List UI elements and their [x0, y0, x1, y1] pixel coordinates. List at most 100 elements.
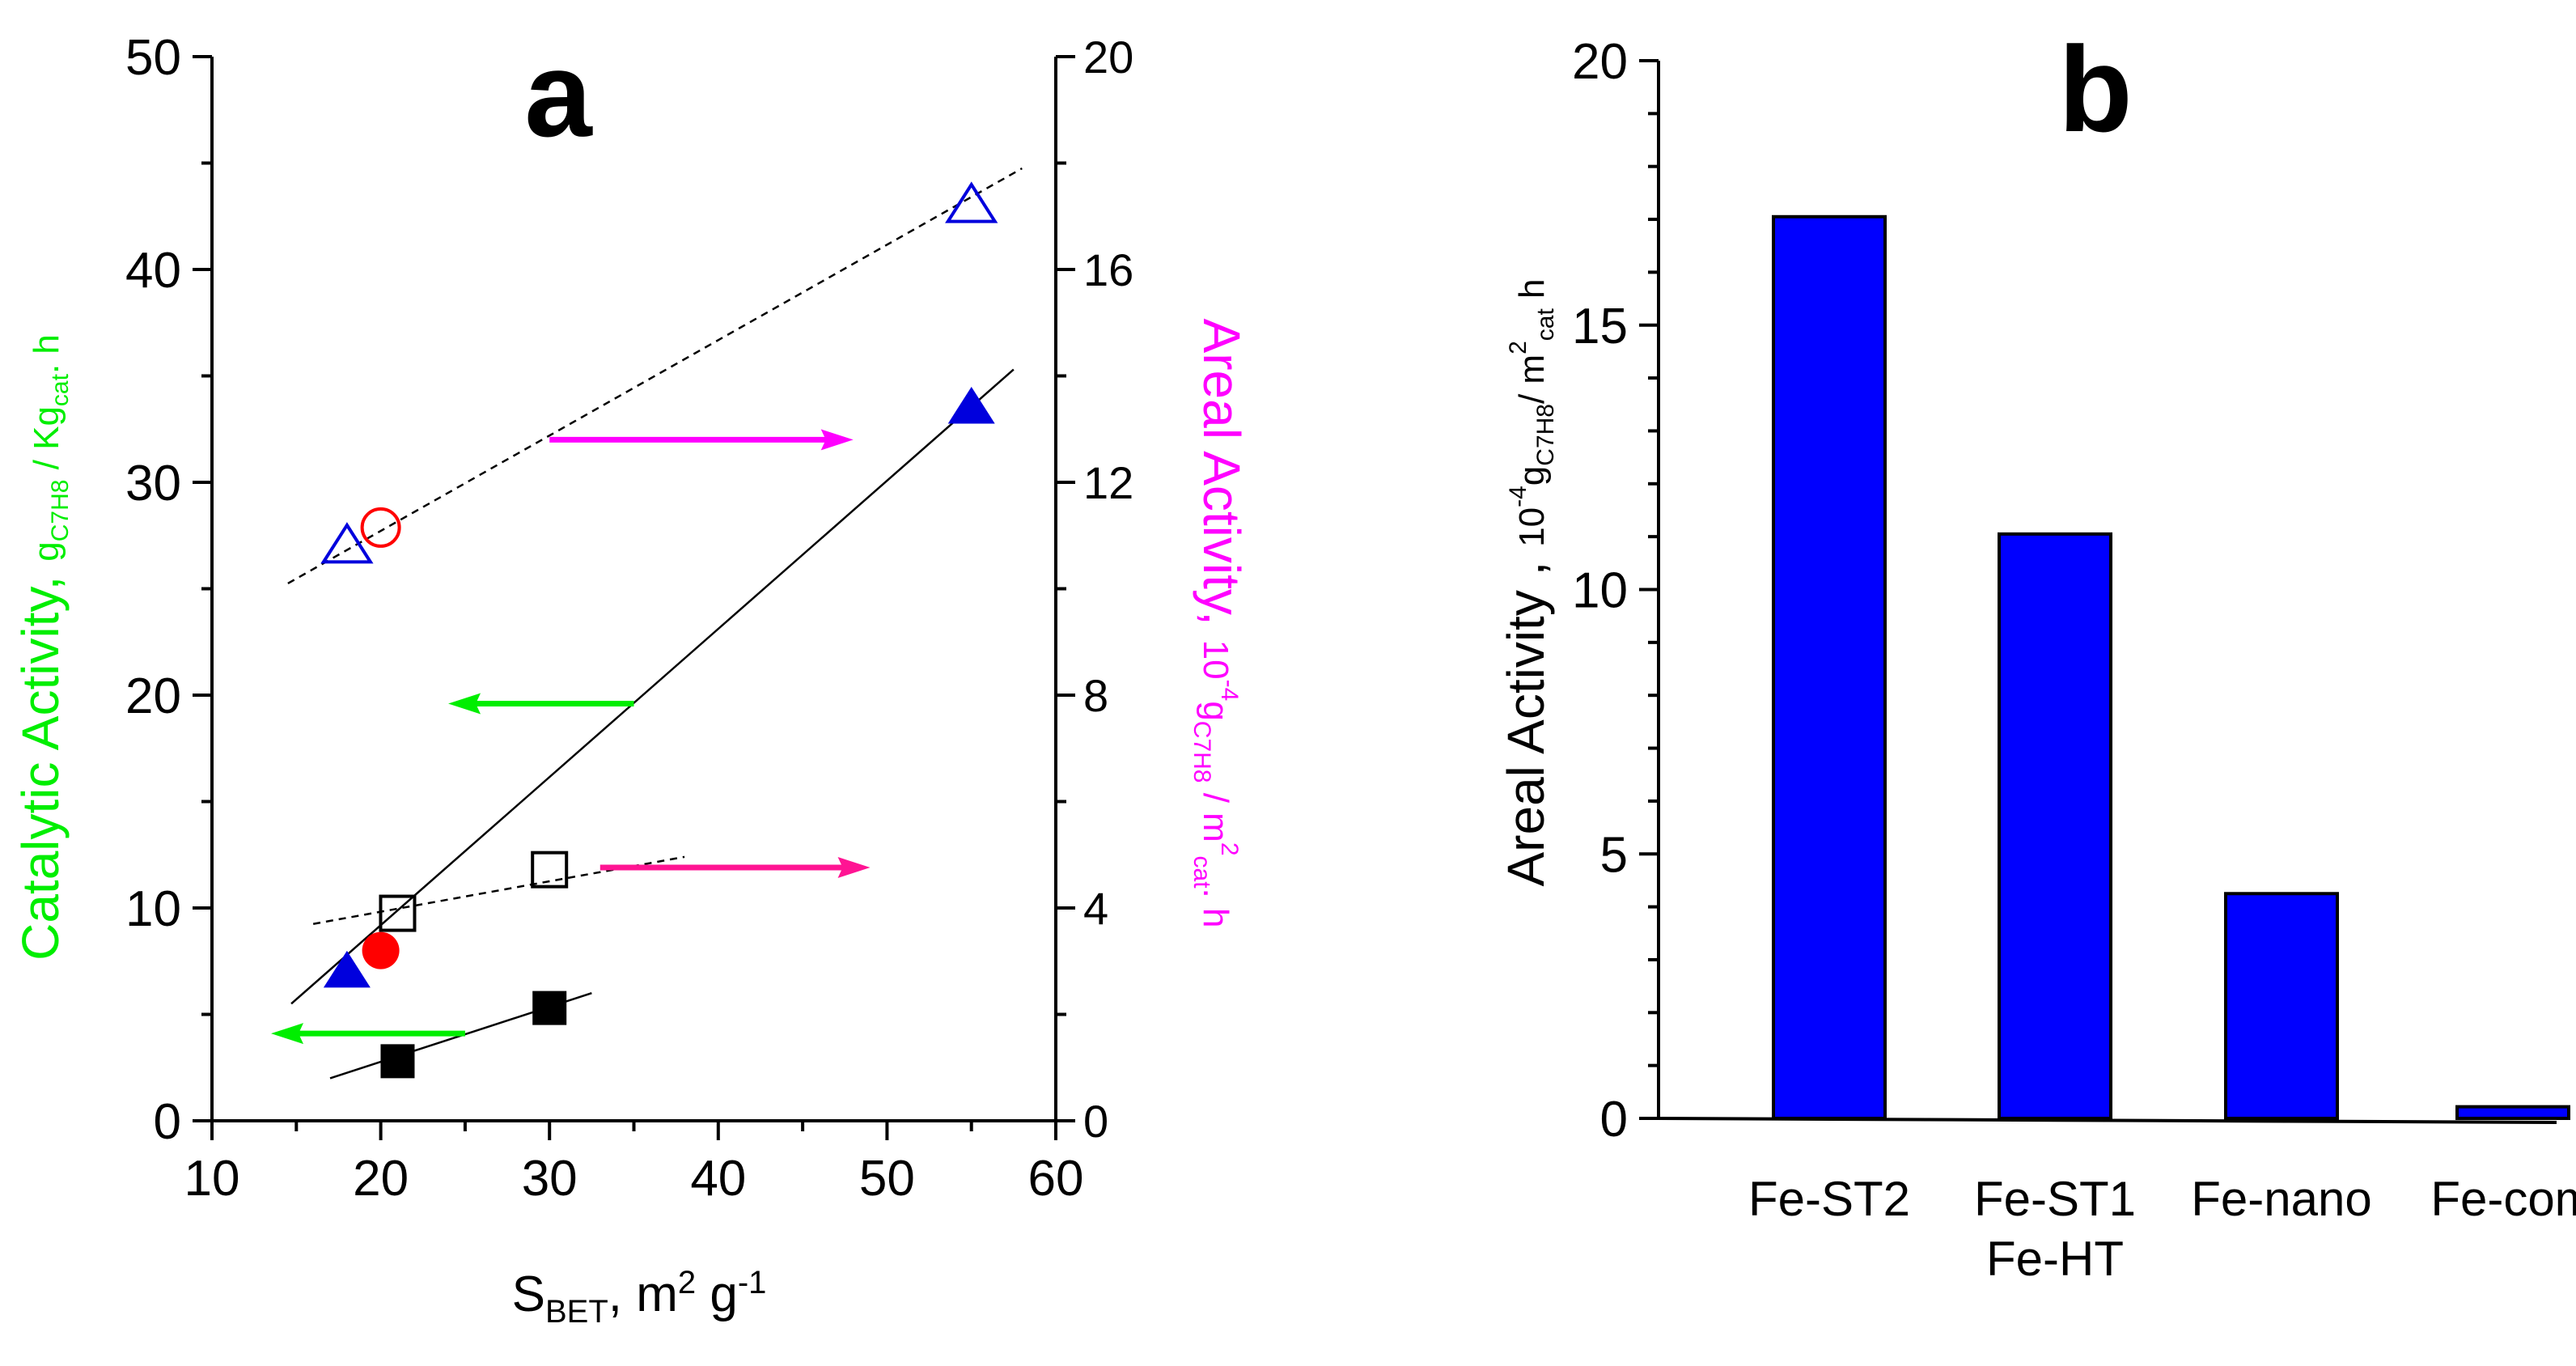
- right-tick-label: 0: [1083, 1096, 1108, 1147]
- left-title-g: g: [27, 541, 66, 561]
- b-title-p: 10: [1512, 507, 1552, 547]
- b-bottom-axis-line: [1658, 1117, 2557, 1124]
- right-title-rest: . h: [1196, 889, 1235, 928]
- arrow-head: [271, 1023, 304, 1045]
- arrow-head: [837, 857, 871, 879]
- left-title-rest: . h: [27, 334, 66, 374]
- open-square-point: [531, 851, 569, 889]
- x-title-sup: 2: [678, 1265, 696, 1300]
- right-tick-label: 4: [1083, 883, 1108, 934]
- open-circle-point: [360, 507, 401, 548]
- b-title-psup: -4: [1505, 486, 1532, 507]
- right-title-gsub: C7H8: [1188, 721, 1215, 783]
- left-tick-label: 10: [125, 881, 181, 937]
- b-title-msup: 2: [1505, 341, 1532, 354]
- open-triangle-point: [320, 522, 374, 564]
- b-tick-label: 5: [1600, 827, 1628, 883]
- panel-a-x-axis-title: SBET, m2 g-1: [512, 1265, 767, 1330]
- right-title-slash: / m: [1196, 783, 1235, 842]
- left-title-main: Catalytic Activity: [11, 587, 70, 961]
- right-tick-label: 8: [1083, 670, 1108, 721]
- right-tick-label: 20: [1083, 32, 1133, 83]
- category-label: Fe-nano: [2191, 1172, 2371, 1226]
- bar: [1998, 532, 2112, 1120]
- panel-b-tick-labels: 0 5 10 15 20: [1572, 34, 1628, 1148]
- b-tick-label: 15: [1572, 299, 1628, 354]
- b-title-main: Areal Activity: [1497, 590, 1555, 886]
- open-triangle-point: [945, 181, 998, 223]
- right-title-msub: cat: [1188, 856, 1215, 889]
- right-title-p: 10: [1196, 640, 1235, 680]
- b-title-sep: ,: [1497, 547, 1555, 590]
- left-title-sep: ,: [11, 562, 70, 591]
- x-title-sub: BET: [545, 1294, 608, 1330]
- bar: [2224, 892, 2339, 1120]
- right-title-psup: -4: [1216, 680, 1243, 702]
- right-title-msup: 2: [1216, 842, 1243, 856]
- panel-b-axes: [1639, 59, 2557, 1124]
- x-title-rest: , m: [608, 1266, 678, 1322]
- x-tick-label: 50: [859, 1151, 915, 1207]
- x-title-rest2: g: [696, 1266, 738, 1322]
- x-tick-label: 20: [353, 1151, 409, 1207]
- left-title-kgsub: cat: [47, 373, 74, 406]
- b-tick-label: 10: [1572, 563, 1628, 619]
- panel-b-y-axis-title: Areal Activity , 10-4gC7H8/ m2cat h: [1497, 278, 1559, 886]
- filled-triangle-point: [323, 950, 371, 988]
- x-tick-label: 10: [184, 1151, 240, 1207]
- panel-a-fit-lines: [287, 167, 1023, 1080]
- filled-square-point: [532, 991, 567, 1025]
- x-tick-label: 60: [1028, 1151, 1084, 1207]
- b-title-rest: h: [1512, 278, 1552, 308]
- right-tick-label: 12: [1083, 457, 1133, 508]
- left-tick-label: 30: [125, 456, 181, 511]
- x-tick-label: 30: [522, 1151, 578, 1207]
- category-label: Fe-HT: [1986, 1232, 2124, 1286]
- right-title-sep: ,: [1193, 611, 1251, 640]
- left-tick-label: 40: [125, 243, 181, 299]
- right-title-g: g: [1196, 701, 1235, 720]
- filled-triangle-point: [947, 386, 995, 424]
- panel-b-label: b: [2058, 21, 2133, 157]
- panel-a-arrows: [271, 429, 871, 1045]
- left-title-gsub: C7H8: [47, 480, 74, 542]
- b-title-g: g: [1512, 466, 1552, 486]
- panel-b-category-labels: Fe-ST2 Fe-ST1 Fe-HT Fe-nano Fe-com: [1748, 1172, 2576, 1286]
- filled-circle-point: [362, 931, 400, 969]
- left-tick-label: 0: [154, 1094, 181, 1150]
- panel-a-axes: [193, 55, 1075, 1140]
- x-tick-label: 40: [690, 1151, 746, 1207]
- arrow-head: [448, 693, 481, 715]
- left-title-slash: / Kg: [27, 406, 66, 480]
- dashed-fit-line: [287, 167, 1023, 585]
- arrow-head: [820, 429, 854, 451]
- b-title-msub: cat: [1532, 308, 1559, 342]
- filled-square-point: [380, 1044, 415, 1079]
- b-title-slash: / m: [1512, 354, 1552, 404]
- right-title-main: Areal Activity: [1193, 319, 1251, 615]
- left-tick-label: 50: [125, 30, 181, 86]
- panel-a-markers: [320, 181, 998, 1079]
- left-tick-label: 20: [125, 668, 181, 724]
- category-label: Fe-ST1: [1974, 1172, 2136, 1226]
- bar: [2455, 1105, 2570, 1121]
- category-label: Fe-com: [2430, 1172, 2576, 1226]
- b-title-gsub: C7H8: [1532, 404, 1559, 466]
- b-tick-label: 0: [1600, 1092, 1628, 1148]
- panel-a-label: a: [524, 26, 593, 162]
- bar: [1772, 214, 1887, 1121]
- panel-b-bars: [1772, 214, 2570, 1121]
- x-title-sup2: -1: [738, 1265, 767, 1300]
- solid-fit-line: [290, 368, 1015, 1005]
- open-square-point: [379, 894, 417, 932]
- panel-a-left-axis-title: Catalytic Activity, gC7H8 / Kgcat. h: [11, 334, 74, 961]
- category-label: Fe-ST2: [1748, 1172, 1910, 1226]
- panel-a-right-axis-title: Areal Activity, 10-4gC7H8 / m2cat. h: [1188, 319, 1251, 928]
- b-tick-label: 20: [1572, 34, 1628, 90]
- x-title-main: S: [512, 1266, 545, 1322]
- right-tick-label: 16: [1083, 244, 1133, 295]
